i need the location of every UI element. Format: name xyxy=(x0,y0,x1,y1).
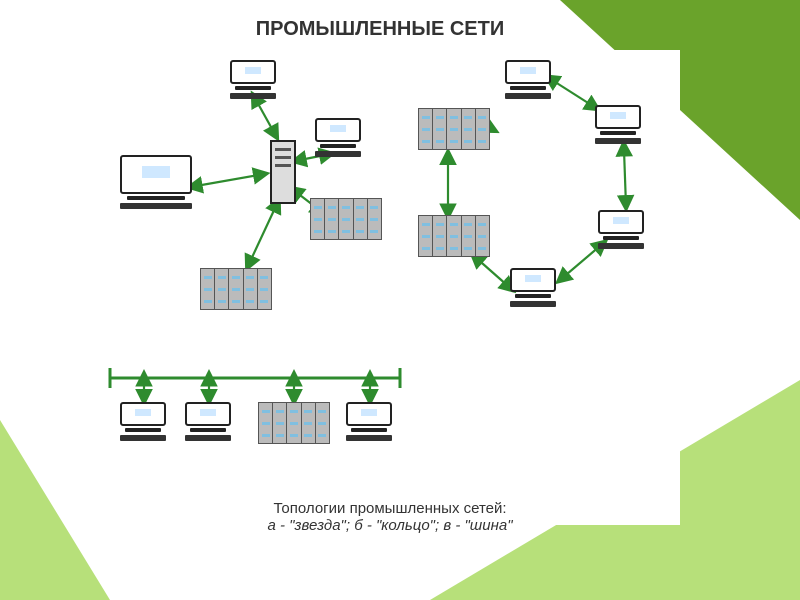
computer-icon xyxy=(120,155,192,209)
tower-icon xyxy=(270,140,296,204)
computer-icon xyxy=(185,402,231,441)
computer-icon xyxy=(230,60,276,99)
computer-icon xyxy=(598,210,644,249)
figure-caption: Топологии промышленных сетей:а - "звезда… xyxy=(200,500,580,534)
plc-icon xyxy=(258,402,330,444)
plc-icon xyxy=(310,198,382,240)
plc-icon xyxy=(200,268,272,310)
computer-icon xyxy=(346,402,392,441)
computer-icon xyxy=(595,105,641,144)
slide-stage: ПРОМЫШЛЕННЫЕ СЕТИ абв Топологии промышле… xyxy=(0,0,800,600)
computer-icon xyxy=(120,402,166,441)
plc-icon xyxy=(418,215,490,257)
plc-icon xyxy=(418,108,490,150)
computer-icon xyxy=(505,60,551,99)
computer-icon xyxy=(510,268,556,307)
computer-icon xyxy=(315,118,361,157)
